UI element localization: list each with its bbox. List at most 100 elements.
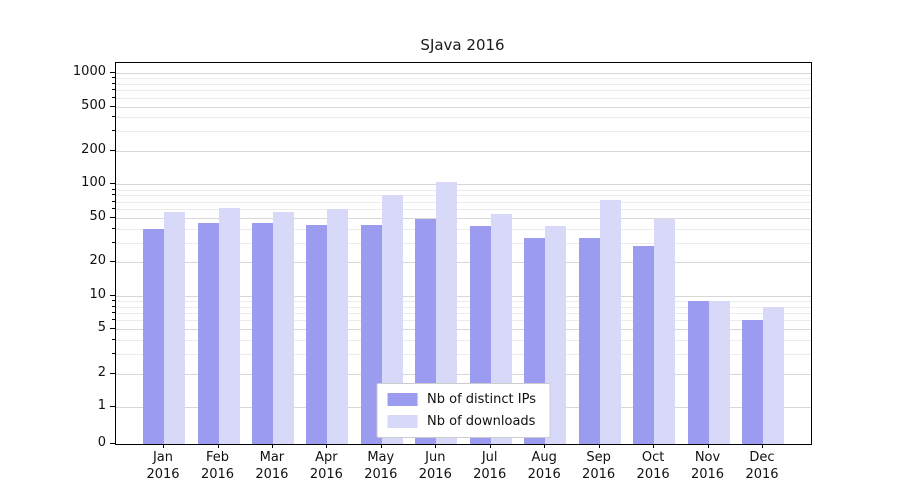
- bar-downloads: [654, 218, 676, 444]
- x-tick-mark: [326, 444, 328, 448]
- y-tick-mark: [110, 183, 115, 185]
- y-tick-label: 10: [89, 286, 106, 302]
- x-tick-label: Oct 2016: [636, 450, 670, 482]
- bar-distinct-ips: [306, 225, 328, 444]
- gridline: [116, 73, 811, 75]
- gridline: [116, 131, 811, 133]
- y-minor-tick-mark: [112, 96, 115, 98]
- gridline: [116, 201, 811, 203]
- y-minor-tick-mark: [112, 352, 115, 354]
- x-tick-label: Sep 2016: [582, 450, 616, 482]
- x-tick-mark: [217, 444, 219, 448]
- legend: Nb of distinct IPs Nb of downloads: [376, 383, 551, 438]
- bar-distinct-ips: [633, 245, 655, 444]
- x-tick-mark: [762, 444, 763, 448]
- y-minor-tick-mark: [112, 130, 115, 132]
- y-minor-tick-mark: [112, 319, 115, 321]
- bar-downloads: [218, 207, 240, 444]
- gridline: [116, 373, 811, 375]
- y-tick-label: 100: [81, 175, 106, 191]
- bar-downloads: [272, 211, 294, 444]
- legend-entry-distinct-ips: Nb of distinct IPs: [387, 392, 536, 407]
- gridline: [116, 306, 811, 308]
- bar-distinct-ips: [143, 228, 164, 444]
- gridline: [116, 106, 811, 108]
- bar-downloads: [327, 209, 349, 444]
- y-tick-mark: [110, 372, 115, 374]
- bar-downloads: [763, 306, 784, 444]
- bar-distinct-ips: [251, 223, 273, 444]
- x-tick-mark: [380, 444, 382, 448]
- y-minor-tick-mark: [112, 188, 115, 190]
- x-tick-mark: [163, 444, 164, 448]
- x-tick-label: May 2016: [364, 450, 398, 482]
- y-tick-label: 0: [97, 435, 106, 450]
- x-tick-label: Mar 2016: [255, 450, 289, 482]
- y-tick-mark: [110, 72, 115, 74]
- x-tick-label: Jul 2016: [473, 450, 507, 482]
- y-tick-label: 1: [97, 398, 106, 413]
- gridline: [116, 353, 811, 355]
- bar-downloads: [381, 195, 403, 444]
- y-minor-tick-mark: [112, 116, 115, 118]
- y-minor-tick-mark: [112, 241, 115, 243]
- y-minor-tick-mark: [112, 82, 115, 84]
- y-tick-label: 2: [97, 364, 106, 380]
- x-tick-label: Aug 2016: [527, 450, 561, 482]
- x-tick-mark: [707, 444, 709, 448]
- y-minor-tick-mark: [112, 227, 115, 229]
- gridline: [116, 83, 811, 85]
- y-tick-mark: [110, 261, 115, 263]
- x-tick-label: Jun 2016: [418, 450, 452, 482]
- y-minor-tick-mark: [112, 77, 115, 79]
- gridline: [116, 150, 811, 152]
- gridline: [116, 90, 811, 92]
- gridline: [116, 262, 811, 264]
- bar-downloads: [164, 211, 185, 444]
- gridline: [116, 242, 811, 244]
- y-minor-tick-mark: [112, 200, 115, 202]
- x-tick-label: Nov 2016: [690, 450, 725, 482]
- x-tick-label: Apr 2016: [309, 450, 343, 482]
- x-tick-mark: [489, 444, 491, 448]
- chart-title: SJava 2016: [420, 36, 505, 54]
- gridline: [116, 189, 811, 191]
- gridline: [116, 117, 811, 119]
- y-tick-label: 20: [89, 253, 106, 269]
- y-minor-tick-mark: [112, 299, 115, 301]
- gridline: [116, 300, 811, 302]
- gridline: [116, 195, 811, 197]
- legend-entry-downloads: Nb of downloads: [387, 414, 536, 429]
- gridline: [116, 217, 811, 219]
- y-tick-mark: [110, 149, 115, 151]
- plot-area: Nb of distinct IPs Nb of downloads: [115, 62, 812, 445]
- y-minor-tick-mark: [112, 339, 115, 340]
- bar-distinct-ips: [578, 238, 600, 444]
- gridline: [116, 228, 811, 230]
- gridline: [116, 329, 811, 331]
- y-tick-mark: [110, 406, 115, 407]
- y-tick-mark: [110, 216, 115, 218]
- bar-distinct-ips: [687, 300, 709, 444]
- x-tick-mark: [435, 444, 437, 448]
- x-tick-mark: [544, 444, 546, 448]
- y-minor-tick-mark: [112, 89, 115, 91]
- x-tick-mark: [653, 444, 655, 448]
- y-tick-label: 200: [81, 141, 106, 157]
- y-tick-label: 500: [81, 97, 106, 113]
- legend-label-distinct-ips: Nb of distinct IPs: [427, 392, 536, 407]
- x-tick-label: Jan 2016: [146, 450, 180, 482]
- y-minor-tick-mark: [112, 311, 115, 313]
- gridline: [116, 184, 811, 186]
- y-minor-tick-mark: [112, 305, 115, 307]
- y-tick-mark: [110, 294, 115, 296]
- x-tick-mark: [271, 444, 273, 448]
- y-tick-label: 5: [97, 320, 106, 336]
- bar-downloads: [708, 300, 730, 444]
- legend-label-downloads: Nb of downloads: [427, 414, 536, 429]
- gridline: [116, 320, 811, 322]
- bar-downloads: [436, 182, 458, 444]
- legend-swatch-downloads: [387, 415, 418, 428]
- gridline: [116, 78, 811, 80]
